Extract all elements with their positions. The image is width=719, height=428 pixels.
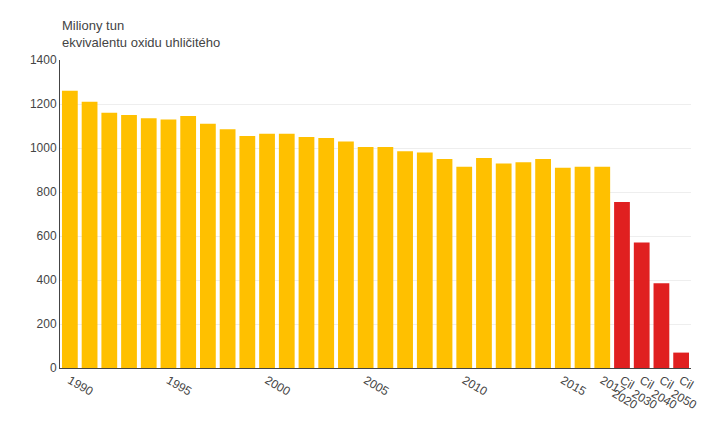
svg-text:2000: 2000 — [263, 373, 293, 399]
svg-text:2010: 2010 — [460, 373, 490, 399]
svg-text:Cil2020: Cil2020 — [610, 373, 648, 412]
svg-text:Cil2050: Cil2050 — [669, 373, 707, 412]
svg-text:2017: 2017 — [598, 373, 628, 399]
svg-text:1990: 1990 — [65, 373, 95, 399]
svg-text:0: 0 — [50, 361, 57, 375]
svg-text:1000: 1000 — [30, 141, 57, 155]
svg-text:1400: 1400 — [30, 53, 57, 67]
svg-text:2015: 2015 — [558, 373, 588, 399]
svg-text:2005: 2005 — [361, 373, 391, 399]
svg-text:1200: 1200 — [30, 97, 57, 111]
svg-text:400: 400 — [37, 273, 57, 287]
svg-text:800: 800 — [37, 185, 57, 199]
svg-text:Cil2040: Cil2040 — [649, 373, 687, 412]
svg-text:600: 600 — [37, 229, 57, 243]
svg-text:1995: 1995 — [164, 373, 194, 399]
svg-text:Miliony tunekvivalentu oxidu u: Miliony tunekvivalentu oxidu uhličitého — [62, 18, 220, 50]
svg-text:200: 200 — [37, 317, 57, 331]
svg-text:Cil2030: Cil2030 — [629, 373, 667, 412]
